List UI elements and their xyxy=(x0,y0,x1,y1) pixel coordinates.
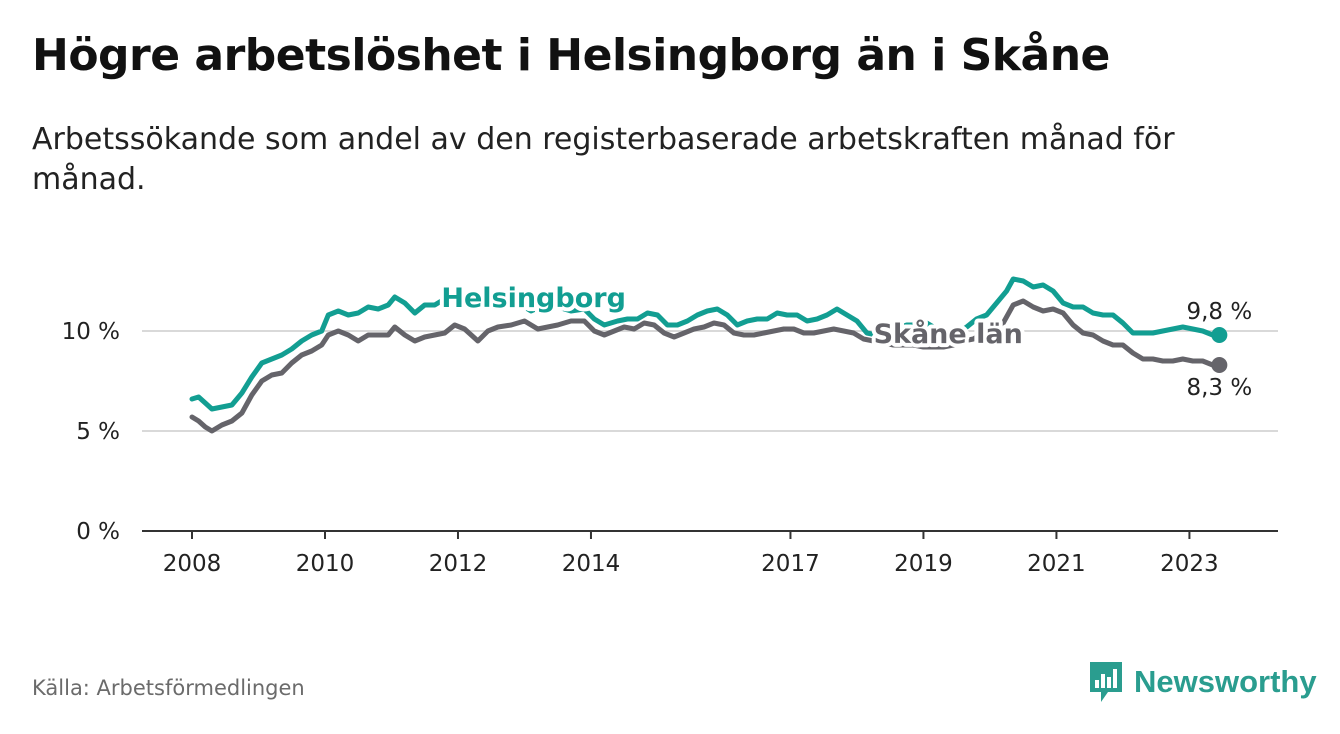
series-end-point xyxy=(1211,357,1228,373)
series-line-skane xyxy=(189,298,1222,434)
y-tick-label: 10 % xyxy=(62,319,120,345)
end-label-helsingborg: 9,8 % xyxy=(1186,299,1252,325)
x-tick-label: 2014 xyxy=(562,551,621,577)
series-label: Helsingborg xyxy=(441,283,626,314)
x-tick-label: 2010 xyxy=(296,551,355,577)
end-label-skane: 8,3 % xyxy=(1186,375,1252,401)
newsworthy-logo-icon xyxy=(1090,662,1122,702)
series-line-helsingborg xyxy=(189,276,1222,412)
source-note: Källa: Arbetsförmedlingen xyxy=(32,676,305,700)
gridlines xyxy=(142,330,1278,432)
brand-logo: Newsworthy xyxy=(1088,660,1317,704)
x-tick-label: 2017 xyxy=(761,551,820,577)
x-tick-label: 2021 xyxy=(1027,551,1086,577)
chart-subtitle: Arbetssökande som andel av den registerb… xyxy=(32,122,1175,197)
x-tick-label: 2012 xyxy=(429,551,488,577)
series-label: Skåne län xyxy=(874,318,1023,350)
y-tick-label: 0 % xyxy=(76,519,120,545)
series-end-point xyxy=(1211,327,1228,343)
series-label-halo: Skåne län xyxy=(874,318,1023,350)
axes: 0 % 5 % 10 % 2008 2010 2012 2014 2017 2019 2021 20… xyxy=(62,319,1278,577)
x-tick-label: 2023 xyxy=(1160,551,1219,577)
chart-title: Högre arbetslöshet i Helsingborg än i Sk… xyxy=(32,30,1110,81)
x-tick-label: 2019 xyxy=(894,551,953,577)
x-tick-label: 2008 xyxy=(163,551,222,577)
brand-name: Newsworthy xyxy=(1134,664,1317,699)
series-lines xyxy=(189,276,1228,434)
y-tick-label: 5 % xyxy=(76,419,120,445)
series-label-halo: Helsingborg xyxy=(441,283,626,314)
